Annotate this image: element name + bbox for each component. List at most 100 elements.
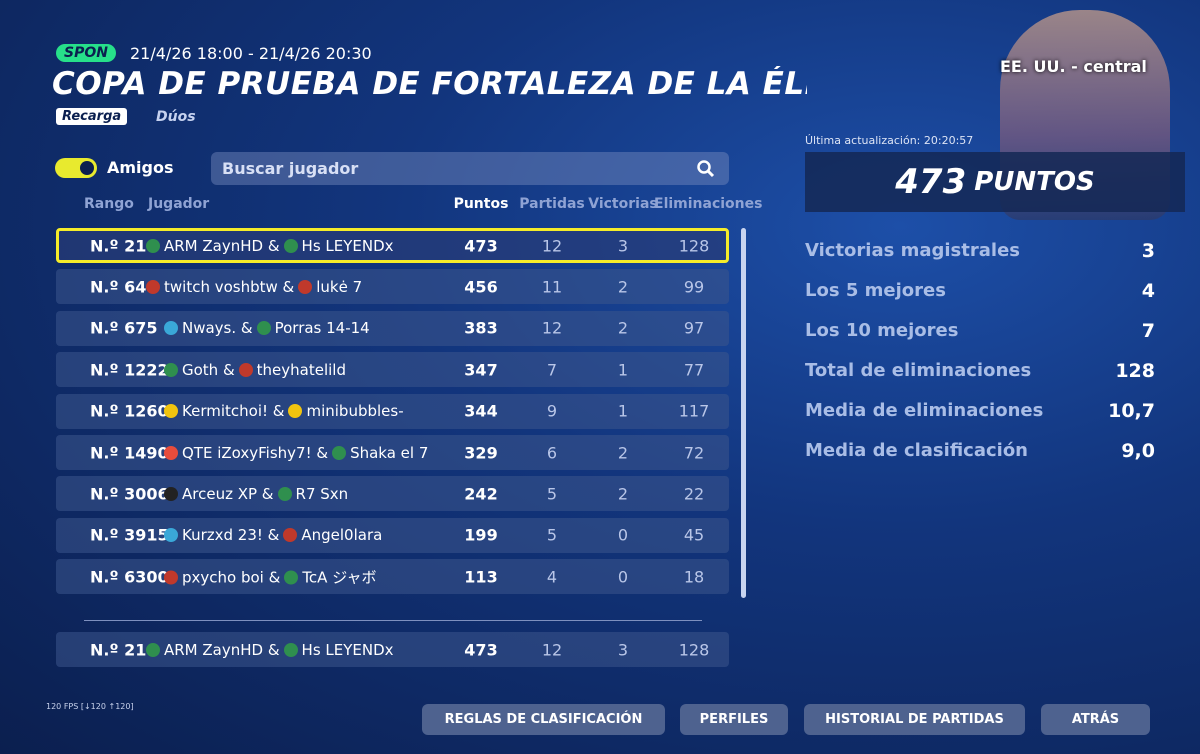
stat-value: 7 [1141, 320, 1155, 342]
matches: 12 [541, 236, 563, 255]
region: EE. UU. - central [1000, 57, 1147, 76]
players: ARM ZaynHD & Hs LEYENDx [142, 237, 394, 255]
flag-icon [332, 445, 347, 460]
header-dates: 21/4/26 18:00 - 21/4/26 20:30 [130, 44, 372, 63]
player-name: ARM ZaynHD & [164, 640, 280, 659]
wins: 2 [617, 484, 629, 504]
eliminations: 99 [683, 277, 705, 297]
player-name: minibubbles- [306, 402, 404, 421]
total-points: 473 [895, 162, 967, 202]
matches: 11 [541, 277, 563, 297]
rank: N.º 64 [90, 277, 147, 297]
eliminations: 77 [683, 360, 705, 380]
player-name: ARM ZaynHD & [164, 236, 280, 255]
eliminations: 22 [683, 484, 705, 504]
rank: N.º 1222 [90, 360, 169, 380]
leaderboard-row[interactable]: N.º 1260 Kermitchoi! & minibubbles- 344 9 1 11… [56, 393, 729, 429]
players: QTE iZoxyFishy7! & Shaka el 7 [160, 444, 428, 462]
wins: 1 [617, 401, 629, 421]
wins: 3 [617, 236, 629, 255]
points-unit: PUNTOS [974, 167, 1095, 197]
points: 344 [464, 401, 498, 421]
column-header: Victorias [588, 196, 658, 212]
leaderboard-row[interactable]: N.º 1490 QTE iZoxyFishy7! & Shaka el 7 329 6… [56, 435, 729, 470]
leaderboard-row[interactable]: N.º 3915 Kurzxd 23! & Angel0lara 199 5 0 45 [56, 517, 729, 553]
scrollbar [741, 228, 746, 598]
points-box: 473 PUNTOS [805, 152, 1185, 212]
flag-icon [277, 486, 292, 501]
wins: 2 [617, 318, 629, 338]
last-update: Última actualización: 20:20:57 [805, 134, 974, 147]
player-name: Porras 14-14 [274, 319, 370, 338]
action-button[interactable]: PERFILES [680, 704, 788, 735]
leaderboard-row[interactable]: N.º 21 ARM ZaynHD & Hs LEYENDx 473 12 3 128 [56, 228, 729, 263]
flag-icon [146, 238, 160, 253]
action-button[interactable]: HISTORIAL DE PARTIDAS [804, 704, 1025, 735]
points: 113 [464, 567, 498, 587]
friends-toggle[interactable] [55, 158, 97, 178]
eliminations: 117 [678, 401, 710, 421]
leaderboard-row[interactable]: N.º 6300 pxycho boi & TcA ジャボ 113 4 0 18 [56, 559, 729, 595]
leaderboard-row[interactable]: N.º 64 twitch voshbtw & lukė 7 456 11 2 99 [56, 269, 729, 305]
column-header: Partidas [519, 196, 585, 212]
eliminations: 45 [683, 525, 705, 545]
search-icon [697, 160, 715, 178]
points: 329 [464, 443, 498, 462]
flag-icon [164, 445, 178, 460]
eliminations: 18 [683, 567, 705, 587]
flag-icon [298, 279, 313, 294]
matches: 12 [541, 318, 563, 338]
wins: 3 [617, 640, 629, 659]
action-button[interactable]: ATRÁS [1041, 704, 1150, 735]
event-title: COPA DE PRUEBA DE FORTALEZA DE LA ÉLIT [52, 66, 807, 102]
stat-label: Media de clasificación [805, 440, 1028, 461]
mode-tag: Recarga [56, 108, 128, 125]
player-name: QTE iZoxyFishy7! & [182, 443, 329, 462]
eliminations: 72 [683, 443, 705, 462]
stat-value: 10,7 [1108, 400, 1155, 422]
flag-icon [283, 238, 298, 253]
player-name: Kurzxd 23! & [182, 526, 280, 545]
mode: Recarga [62, 109, 122, 124]
matches: 12 [541, 640, 563, 659]
players: ARM ZaynHD & Hs LEYENDx [142, 641, 394, 659]
flag-icon [284, 570, 299, 585]
player-name: theyhatelild [256, 360, 346, 379]
players: Kurzxd 23! & Angel0lara [160, 526, 382, 544]
matches: 5 [546, 484, 558, 504]
flag-icon [288, 404, 303, 419]
flag-icon [146, 642, 160, 657]
player-name: Hs LEYENDx [301, 236, 394, 255]
fps: 120 FPS [↓120 ↑120] [46, 702, 134, 711]
stat-value: 4 [1141, 280, 1155, 302]
leaderboard-row[interactable]: N.º 3006 Arceuz XP & R7 Sxn 242 5 2 22 [56, 476, 729, 512]
points: 473 [464, 640, 498, 659]
flag-icon [164, 486, 178, 501]
wins: 0 [617, 567, 629, 587]
player-name: lukė 7 [316, 277, 363, 296]
players: pxycho boi & TcA ジャボ [160, 566, 376, 587]
leaderboard-row[interactable]: N.º 21 ARM ZaynHD & Hs LEYENDx 473 12 3 128 [56, 632, 729, 667]
search-box[interactable]: Buscar jugador [211, 152, 729, 185]
points: 473 [464, 236, 498, 255]
flag-icon [164, 570, 178, 585]
stat-label: Media de eliminaciones [805, 400, 1044, 421]
flag-icon [146, 279, 160, 294]
player-name: Kermitchoi! & [182, 402, 285, 421]
player-name: Goth & [182, 360, 235, 379]
eliminations: 97 [683, 318, 705, 338]
wins: 1 [617, 360, 629, 380]
team-size: Dúos [156, 109, 196, 125]
leaderboard-row[interactable]: N.º 1222 Goth & theyhatelild 347 7 1 77 [56, 352, 729, 388]
players: Nways. & Porras 14-14 [160, 319, 370, 337]
action-button[interactable]: REGLAS DE CLASIFICACIÓN [422, 704, 665, 735]
leaderboard-row[interactable]: N.º 675 Nways. & Porras 14-14 383 12 2 97 [56, 310, 729, 346]
search-placeholder: Buscar jugador [222, 159, 359, 178]
matches: 9 [546, 401, 558, 421]
points: 456 [464, 277, 498, 297]
flag-icon [164, 362, 178, 377]
column-header: Puntos [453, 196, 509, 212]
header-badge: SPON [56, 44, 116, 62]
matches: 7 [546, 360, 558, 380]
